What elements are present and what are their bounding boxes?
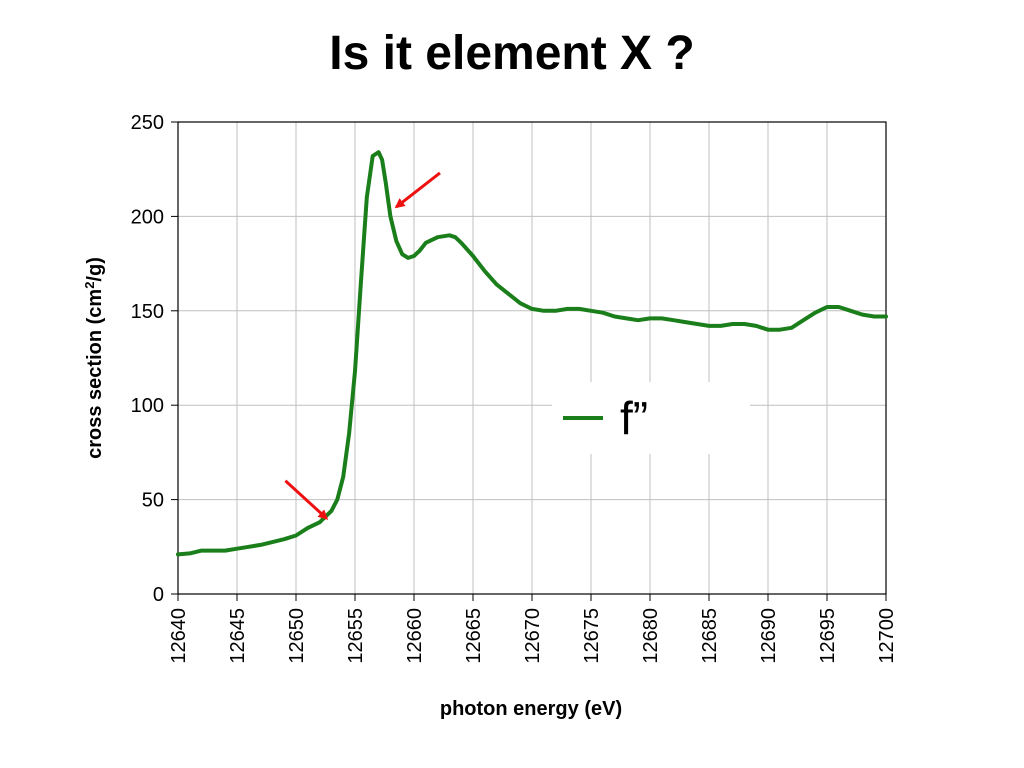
x-axis-label: photon energy (eV) xyxy=(440,698,622,720)
x-tick-label: 12655 xyxy=(345,608,367,664)
x-tick-label: 12670 xyxy=(522,608,544,664)
axis-layer: 12640 12645 12650 12655 12660 12665 12670 12675… xyxy=(131,112,898,664)
x-tick-label: 12695 xyxy=(817,608,839,664)
red-arrow-1 xyxy=(284,479,329,520)
x-tick-label: 12650 xyxy=(286,608,308,664)
y-axis-label-superscript: 2 xyxy=(82,282,97,289)
y-axis-label-main: cross section (cm xyxy=(84,289,106,459)
y-tick-label: 250 xyxy=(131,112,164,134)
legend-label: f” xyxy=(620,392,648,444)
y-axis-label: cross section (cm2/g) xyxy=(82,257,107,459)
series-line-f-double-prime xyxy=(176,150,888,557)
x-tick-label: 12665 xyxy=(463,608,485,664)
x-tick-label: 12685 xyxy=(699,608,721,664)
y-tick-label: 150 xyxy=(131,301,164,323)
x-tick-label: 12660 xyxy=(404,608,426,664)
x-tick-label: 12645 xyxy=(227,608,249,664)
series-layer xyxy=(176,150,888,557)
y-tick-label: 0 xyxy=(153,584,164,606)
y-tick-label: 200 xyxy=(131,206,164,228)
page-title: Is it element X ? xyxy=(329,27,695,80)
x-tick-label: 12690 xyxy=(758,608,780,664)
grid-layer xyxy=(178,121,887,594)
y-axis-label-tail: /g) xyxy=(84,257,106,281)
x-tick-label: 12700 xyxy=(876,608,898,664)
y-tick-label: 50 xyxy=(142,490,164,512)
x-tick-label: 12680 xyxy=(640,608,662,664)
legend: f” xyxy=(552,382,750,454)
annotation-layer xyxy=(284,171,441,520)
x-tick-label: 12640 xyxy=(168,608,190,664)
red-arrow-2 xyxy=(394,171,441,209)
plot-area-frame xyxy=(177,121,887,595)
y-tick-label: 100 xyxy=(131,395,164,417)
x-tick-label: 12675 xyxy=(581,608,603,664)
